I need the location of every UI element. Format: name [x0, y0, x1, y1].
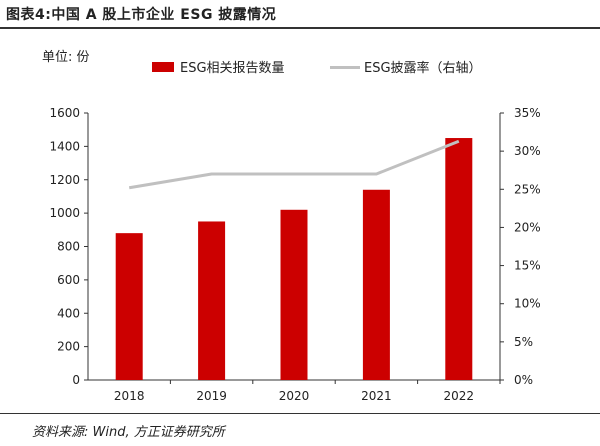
left-tick-label: 1400: [49, 139, 80, 153]
legend-line-swatch: [330, 66, 360, 69]
x-tick-label: 2018: [114, 389, 145, 403]
x-tick-label: 2021: [361, 389, 392, 403]
bar-2020: [280, 209, 308, 380]
right-tick-label: 5%: [514, 335, 533, 349]
x-tick-label: 2019: [196, 389, 227, 403]
disclosure-rate-line: [128, 139, 460, 190]
x-tick-label: 2022: [444, 389, 475, 403]
right-tick-label: 25%: [514, 182, 541, 196]
figure-title: 图表4:中国 A 股上市企业 ESG 披露情况: [6, 7, 277, 23]
unit-label: 单位: 份: [42, 50, 90, 65]
left-tick-label: 800: [57, 240, 80, 254]
right-tick-label: 0%: [514, 373, 533, 387]
legend-bar-label: ESG相关报告数量: [180, 61, 285, 76]
right-tick-label: 15%: [514, 259, 541, 273]
right-tick-label: 10%: [514, 297, 541, 311]
tick-labels-layer: 0 200 400 600 800 1000 1200 1400 1600 0% 5% 10% 15% 2…: [49, 106, 540, 403]
right-tick-label: 20%: [514, 220, 541, 234]
right-tick-label: 30%: [514, 144, 541, 158]
bar-2022: [445, 138, 473, 380]
legend-line-label: ESG披露率（右轴）: [364, 61, 482, 76]
bar-2021: [362, 189, 390, 380]
left-tick-label: 600: [57, 273, 80, 287]
left-tick-label: 0: [72, 373, 80, 387]
left-tick-label: 400: [57, 306, 80, 320]
left-tick-label: 1200: [49, 173, 80, 187]
title-divider: [0, 27, 600, 29]
legend-bar-swatch: [152, 62, 174, 72]
x-tick-label: 2020: [279, 389, 310, 403]
bar-2019: [198, 221, 226, 380]
left-tick-label: 1600: [49, 106, 80, 120]
source-note: 资料来源: Wind, 方正证券研究所: [32, 425, 225, 440]
line-layer: [128, 139, 460, 190]
right-tick-label: 35%: [514, 106, 541, 120]
footer-divider: [0, 413, 600, 414]
left-tick-label: 200: [57, 340, 80, 354]
bars-layer: [115, 138, 473, 380]
left-tick-label: 1000: [49, 206, 80, 220]
bar-2018: [115, 233, 143, 380]
